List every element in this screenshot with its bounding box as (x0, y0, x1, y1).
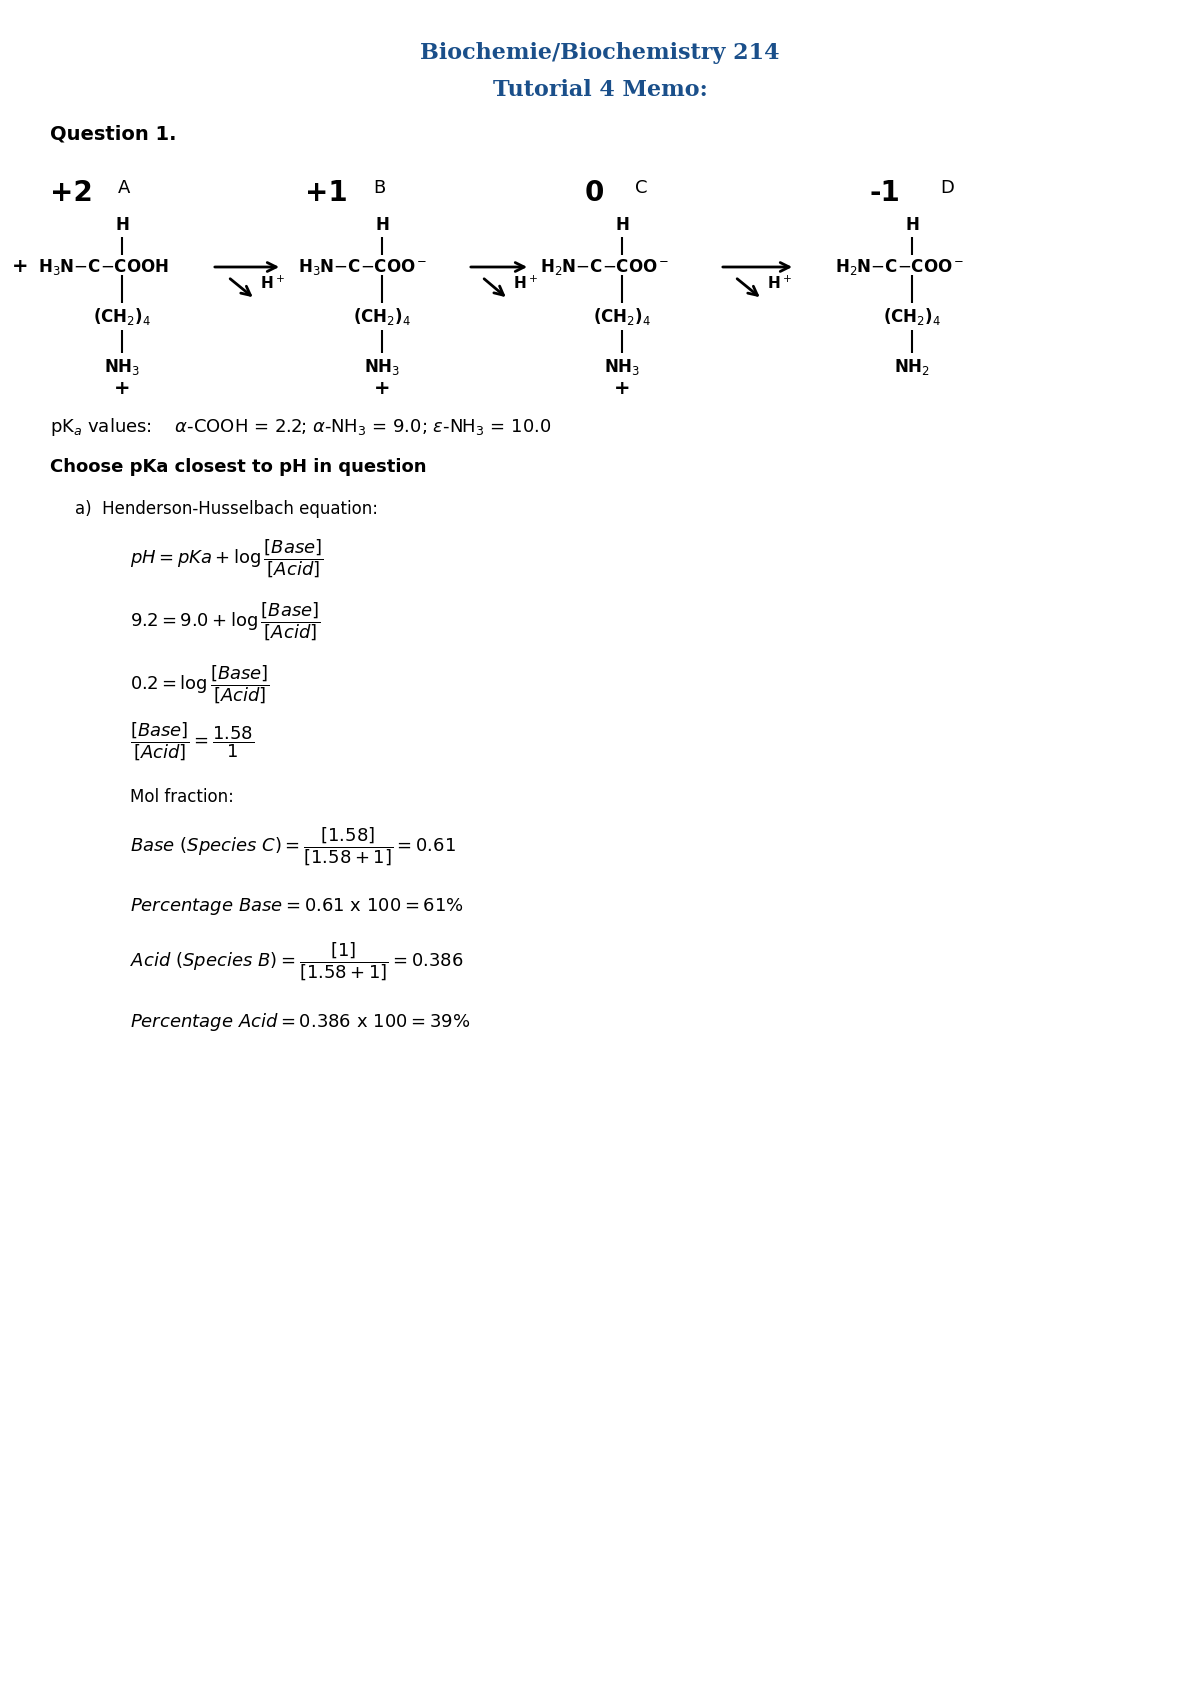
Text: H: H (905, 216, 919, 234)
Text: $\dfrac{[Base]}{[Acid]} = \dfrac{1.58}{1}$: $\dfrac{[Base]}{[Acid]} = \dfrac{1.58}{1… (130, 721, 254, 764)
Text: Tutorial 4 Memo:: Tutorial 4 Memo: (493, 80, 707, 102)
Text: $\it{Acid\ (Species\ B)} = \dfrac{[1]}{[1.58+1]} = 0.386$: $\it{Acid\ (Species\ B)} = \dfrac{[1]}{[… (130, 940, 463, 983)
Text: B: B (373, 178, 385, 197)
Text: H: H (115, 216, 128, 234)
Text: $\it{Base\ (Species\ C)} = \dfrac{[1.58]}{[1.58+1]} = 0.61$: $\it{Base\ (Species\ C)} = \dfrac{[1.58]… (130, 826, 456, 869)
Text: (CH$_2$)$_4$: (CH$_2$)$_4$ (353, 307, 412, 328)
Text: C: C (635, 178, 648, 197)
Text: a)  Henderson-Husselbach equation:: a) Henderson-Husselbach equation: (74, 501, 378, 518)
Text: +: + (114, 380, 131, 399)
Text: $0.2 = \log\dfrac{[Base]}{[Acid]}$: $0.2 = \log\dfrac{[Base]}{[Acid]}$ (130, 664, 270, 706)
Text: H$_3$N$-$C$-$COO$^-$: H$_3$N$-$C$-$COO$^-$ (298, 256, 427, 277)
Text: $9.2 = 9.0 + \log\dfrac{[Base]}{[Acid]}$: $9.2 = 9.0 + \log\dfrac{[Base]}{[Acid]}$ (130, 601, 320, 643)
Text: NH$_3$: NH$_3$ (364, 356, 400, 377)
Text: Mol fraction:: Mol fraction: (130, 787, 234, 806)
Text: 0: 0 (586, 178, 605, 207)
Text: (CH$_2$)$_4$: (CH$_2$)$_4$ (593, 307, 652, 328)
Text: NH$_3$: NH$_3$ (104, 356, 140, 377)
Text: A: A (118, 178, 131, 197)
Text: Choose pKa closest to pH in question: Choose pKa closest to pH in question (50, 458, 426, 475)
Text: H$^+$: H$^+$ (767, 275, 792, 292)
Text: -1: -1 (870, 178, 901, 207)
Text: (CH$_2$)$_4$: (CH$_2$)$_4$ (92, 307, 151, 328)
Text: $pH = pKa + \log\dfrac{[Base]}{[Acid]}$: $pH = pKa + \log\dfrac{[Base]}{[Acid]}$ (130, 538, 324, 580)
Text: NH$_3$: NH$_3$ (604, 356, 640, 377)
Text: H$^+$: H$^+$ (514, 275, 538, 292)
Text: $\it{Percentage\ Base} = 0.61\ \mathrm{x}\ 100 = 61\%$: $\it{Percentage\ Base} = 0.61\ \mathrm{x… (130, 896, 464, 918)
Text: +2: +2 (50, 178, 92, 207)
Text: (CH$_2$)$_4$: (CH$_2$)$_4$ (883, 307, 941, 328)
Text: NH$_2$: NH$_2$ (894, 356, 930, 377)
Text: H$_2$N$-$C$-$COO$^-$: H$_2$N$-$C$-$COO$^-$ (540, 256, 670, 277)
Text: H$^+$: H$^+$ (260, 275, 284, 292)
Text: H$_2$N$-$C$-$COO$^-$: H$_2$N$-$C$-$COO$^-$ (835, 256, 965, 277)
Text: Question 1.: Question 1. (50, 126, 176, 144)
Text: +: + (12, 258, 29, 277)
Text: +: + (613, 380, 630, 399)
Text: +1: +1 (305, 178, 348, 207)
Text: H: H (616, 216, 629, 234)
Text: H$_3$N$-$C$-$COOH: H$_3$N$-$C$-$COOH (38, 256, 169, 277)
Text: Biochemie/Biochemistry 214: Biochemie/Biochemistry 214 (420, 42, 780, 64)
Text: +: + (373, 380, 390, 399)
Text: H: H (376, 216, 389, 234)
Text: pK$_a$ values:    $\alpha$-COOH = 2.2; $\alpha$-NH$_3$ = 9.0; $\varepsilon$-NH$_: pK$_a$ values: $\alpha$-COOH = 2.2; $\al… (50, 416, 551, 438)
Text: $\it{Percentage\ Acid} = 0.386\ \mathrm{x}\ 100 = 39\%$: $\it{Percentage\ Acid} = 0.386\ \mathrm{… (130, 1011, 470, 1033)
Text: D: D (940, 178, 954, 197)
